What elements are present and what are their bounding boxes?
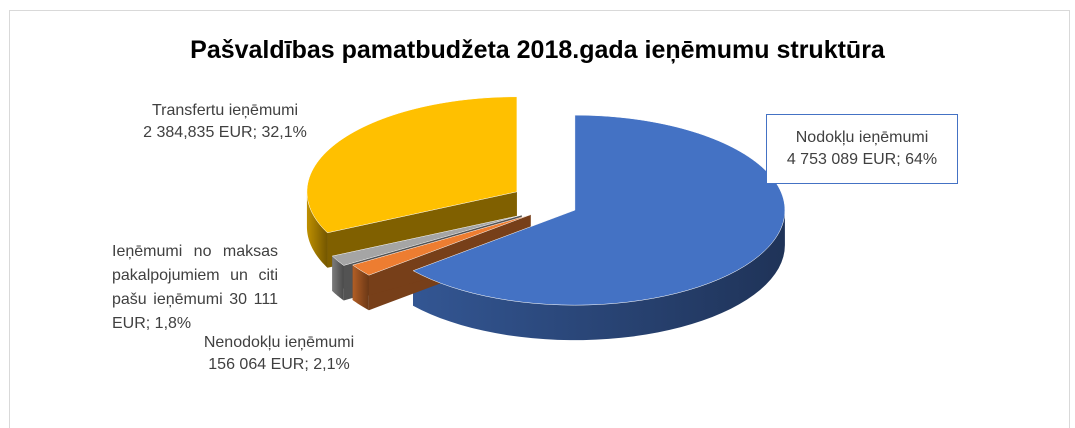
- value-label: 30 111 EUR; 1,8%: [112, 291, 279, 332]
- slice-side: [352, 265, 369, 311]
- value-label: 156 064 EUR; 2,1%: [208, 356, 350, 373]
- category-label: Ieņēmumi no maksas pakalpojumiem un citi…: [112, 243, 278, 308]
- slice: [331, 214, 522, 266]
- slice: [352, 214, 531, 276]
- data-label: Nodokļu ieņēmumi 4 753 089 EUR; 64%: [766, 114, 958, 184]
- slice-side: [352, 214, 531, 301]
- slice-side: [413, 210, 785, 341]
- value-label: 2 384,835 EUR; 32,1%: [143, 124, 307, 141]
- slice-side: [306, 191, 328, 268]
- slice: [306, 96, 518, 234]
- category-label: Nodokļu ieņēmumi: [795, 129, 929, 146]
- data-label: Nenodokļu ieņēmumi 156 064 EUR; 2,1%: [170, 332, 388, 376]
- data-label: Transfertu ieņēmumi 2 384,835 EUR; 32,1%: [110, 100, 340, 144]
- value-label: 4 753 089 EUR; 64%: [786, 151, 938, 168]
- slice-side: [332, 256, 344, 301]
- slice: [412, 114, 786, 306]
- chart-border: [9, 10, 1070, 428]
- chart-title: Pašvaldības pamatbudžeta 2018.gada ieņēm…: [190, 36, 885, 64]
- category-label: Nenodokļu ieņēmumi: [203, 334, 355, 351]
- category-label: Transfertu ieņēmumi: [151, 102, 299, 119]
- data-label: Ieņēmumi no maksas pakalpojumiem un citi…: [112, 240, 278, 336]
